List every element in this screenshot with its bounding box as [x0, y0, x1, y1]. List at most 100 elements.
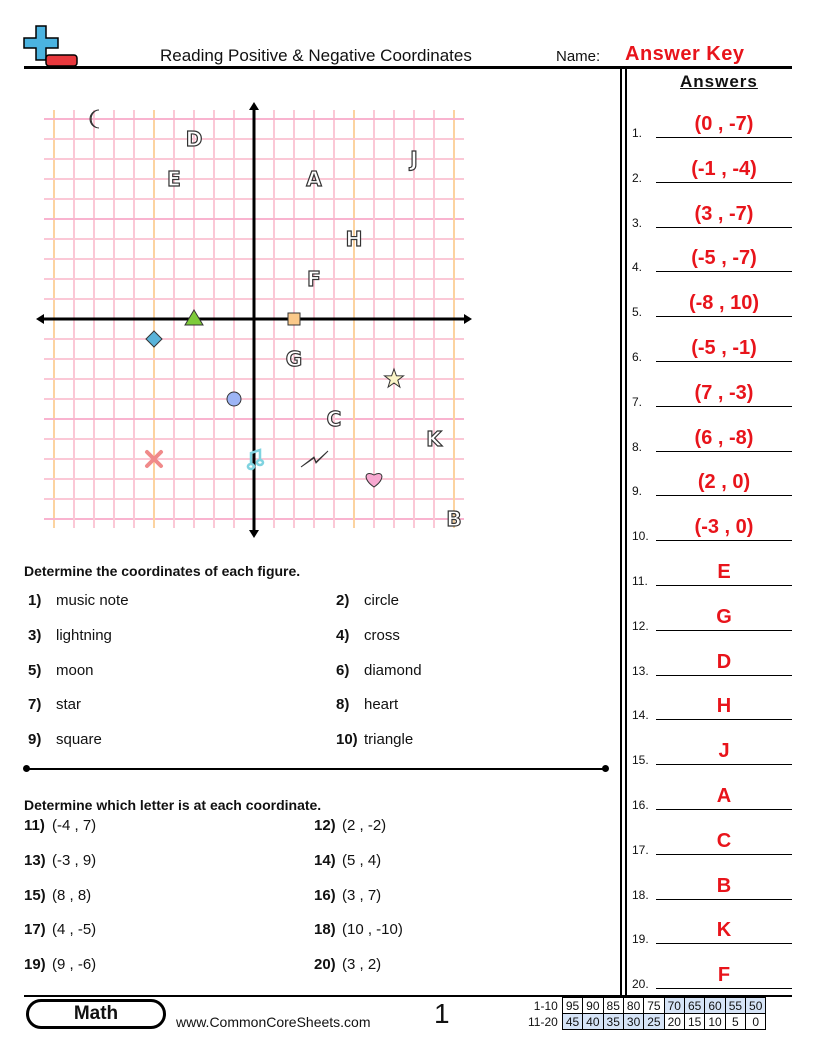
question-item: 16) (3 , 7) — [314, 887, 381, 904]
answer-value: F — [717, 964, 731, 987]
question-number: 19) — [24, 956, 46, 974]
score-cell: 55 — [724, 997, 747, 1014]
question-text: heart — [364, 696, 399, 714]
answer-row: 4. (-5 , -7) — [632, 247, 792, 274]
question-number: 9) — [28, 731, 42, 749]
answer-number: 5. — [632, 305, 643, 320]
column-divider — [620, 66, 622, 996]
answer-number: 17. — [632, 842, 649, 857]
answer-row: 19. K — [632, 919, 792, 947]
answer-value: (-5 , -1) — [691, 337, 757, 359]
answer-value: G — [716, 605, 732, 628]
question-item: 19) (9 , -6) — [24, 956, 96, 973]
answer-row: 9. (2 , 0) — [632, 471, 792, 499]
question-item: 11) (-4 , 7) — [24, 817, 96, 834]
score-cell: 10 — [704, 1013, 726, 1030]
site-url[interactable]: www.CommonCoreSheets.com — [176, 1014, 371, 1030]
answer-number: 15. — [632, 753, 649, 768]
answer-line — [656, 405, 792, 407]
footer-rule — [24, 995, 792, 997]
score-cell: 20 — [663, 1013, 685, 1030]
question-item: 17) (4 , -5) — [24, 921, 96, 938]
answer-value: (-5 , -7) — [691, 247, 757, 270]
score-cell: 60 — [704, 997, 726, 1014]
question-number: 3) — [28, 626, 42, 644]
answer-number: 7. — [632, 394, 643, 409]
question-number: 17) — [24, 921, 46, 939]
section1-heading: Determine the coordinates of each figure… — [24, 563, 301, 579]
point-letter-G: G — [286, 347, 302, 371]
divider-endpoint — [602, 765, 609, 772]
point-letter-D: D — [186, 127, 203, 151]
answer-key-label: Answer Key — [625, 43, 745, 65]
answer-row: 20. F — [632, 964, 792, 991]
question-number: 11) — [24, 817, 45, 834]
question-item: 8) heart — [336, 696, 398, 713]
answer-value: A — [716, 785, 732, 807]
score-cell: 25 — [643, 1013, 665, 1030]
answer-row: 14. H — [632, 695, 792, 723]
question-text: (-4 , 7) — [52, 817, 97, 834]
question-text: square — [56, 731, 102, 749]
point-letter-J: J — [408, 147, 417, 171]
question-number: 6) — [336, 661, 350, 679]
circle-icon — [226, 391, 242, 407]
point-letter-B: B — [446, 507, 461, 531]
score-row: 11-20 45 40 35 30 25 20 15 10 5 0 — [525, 1013, 767, 1030]
answer-row: 7. (7 , -3) — [632, 382, 792, 409]
moon-icon — [89, 109, 100, 129]
worksheet-title: Reading Positive & Negative Coordinates — [160, 46, 472, 65]
name-label: Name: — [556, 48, 601, 65]
answer-row: 2. (-1 , -4) — [632, 158, 792, 185]
question-number: 4) — [336, 626, 350, 644]
answer-number: 14. — [632, 708, 649, 723]
answer-value: (7 , -3) — [694, 381, 754, 404]
answer-line — [656, 674, 792, 676]
answer-value: K — [716, 919, 732, 942]
answer-number: 9. — [632, 484, 643, 499]
question-text: star — [56, 696, 82, 714]
header-rule — [24, 66, 792, 69]
score-cell: 5 — [724, 1013, 747, 1030]
answer-number: 8. — [632, 439, 643, 454]
score-cell: 80 — [622, 997, 645, 1014]
point-letter-H: H — [346, 227, 363, 251]
point-letter-C: C — [327, 407, 342, 431]
question-text: (9 , -6) — [52, 956, 97, 974]
question-text: diamond — [364, 661, 422, 679]
score-cell: 95 — [561, 997, 584, 1014]
answer-number: 19. — [632, 932, 649, 947]
answer-row: 10. (-3 , 0) — [632, 516, 792, 543]
question-item: 15) (8 , 8) — [24, 887, 91, 904]
answer-value: (2 , 0) — [697, 471, 751, 494]
lightning-icon — [300, 450, 329, 468]
heart-icon — [365, 473, 383, 488]
score-cell: 85 — [602, 997, 624, 1014]
question-text: (4 , -5) — [52, 921, 97, 939]
answer-value: H — [716, 695, 732, 718]
music-note-icon — [246, 448, 265, 471]
question-item: 6) diamond — [336, 662, 422, 679]
question-text: lightning — [56, 626, 112, 644]
question-item: 5) moon — [28, 662, 94, 679]
answer-value: B — [716, 874, 732, 897]
answer-number: 13. — [632, 663, 649, 678]
subject-badge: Math — [26, 999, 166, 1029]
score-cell: 45 — [561, 1013, 584, 1030]
point-letter-F: F — [307, 267, 321, 291]
question-item: 4) cross — [336, 627, 400, 644]
answer-number: 11. — [632, 574, 648, 588]
question-number: 20) — [314, 956, 336, 974]
answer-line — [656, 764, 792, 766]
question-item: 1) music note — [28, 592, 129, 609]
question-item: 3) lightning — [28, 627, 112, 644]
question-number: 2) — [336, 592, 350, 609]
answer-value: E — [717, 561, 731, 583]
answers-heading: Answers — [680, 72, 758, 91]
question-number: 13) — [24, 851, 46, 869]
score-range: 1-10 — [533, 998, 558, 1013]
question-text: (5 , 4) — [342, 851, 382, 869]
answer-row: 12. G — [632, 606, 792, 633]
answer-value: (6 , -8) — [694, 426, 754, 449]
question-number: 18) — [314, 921, 336, 939]
